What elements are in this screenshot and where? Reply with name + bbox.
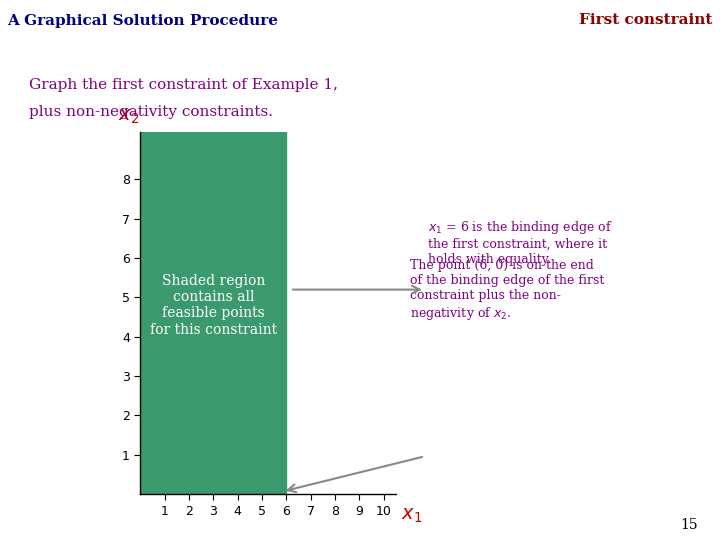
Text: $x_2$: $x_2$ — [117, 107, 139, 126]
Text: Shaded region
contains all
feasible points
for this constraint: Shaded region contains all feasible poin… — [150, 274, 277, 336]
Text: $x_1$ = 6 is the binding edge of
the first constraint, where it
holds with equal: $x_1$ = 6 is the binding edge of the fir… — [428, 219, 613, 266]
Text: First constraint: First constraint — [580, 14, 713, 28]
Text: $x_1$: $x_1$ — [559, 73, 572, 85]
Text: Graph the first constraint of Example 1,: Graph the first constraint of Example 1, — [29, 78, 338, 92]
Text: A Graphical Solution Procedure: A Graphical Solution Procedure — [7, 14, 278, 28]
Text: $2x_1 + 3x_2$: $2x_1 + 3x_2$ — [521, 98, 570, 112]
Text: $\leq$  6: $\leq$ 6 — [631, 73, 658, 84]
Text: 15: 15 — [681, 518, 698, 532]
Text: $5x_1 + 7x_2$: $5x_1 + 7x_2$ — [534, 48, 583, 62]
Text: Max: Max — [465, 48, 487, 57]
Text: The point (6, 0) is on the end
of the binding edge of the first
constraint plus : The point (6, 0) is on the end of the bi… — [410, 259, 605, 322]
Text: s.t.: s.t. — [465, 73, 481, 82]
Text: $x_1$: $x_1$ — [401, 506, 423, 525]
Text: plus non-negativity constraints.: plus non-negativity constraints. — [29, 105, 273, 119]
Text: $\leq$  8: $\leq$ 8 — [631, 123, 658, 134]
Text: $x_1 + \ x_2$: $x_1 + \ x_2$ — [546, 123, 586, 136]
Text: $\leq$ 19: $\leq$ 19 — [631, 98, 662, 109]
Text: $x_1 \geq 0$  and  $x_2 \geq 0$: $x_1 \geq 0$ and $x_2 \geq 0$ — [477, 150, 572, 164]
Text: Example 2:: Example 2: — [465, 23, 523, 32]
Polygon shape — [140, 132, 287, 494]
